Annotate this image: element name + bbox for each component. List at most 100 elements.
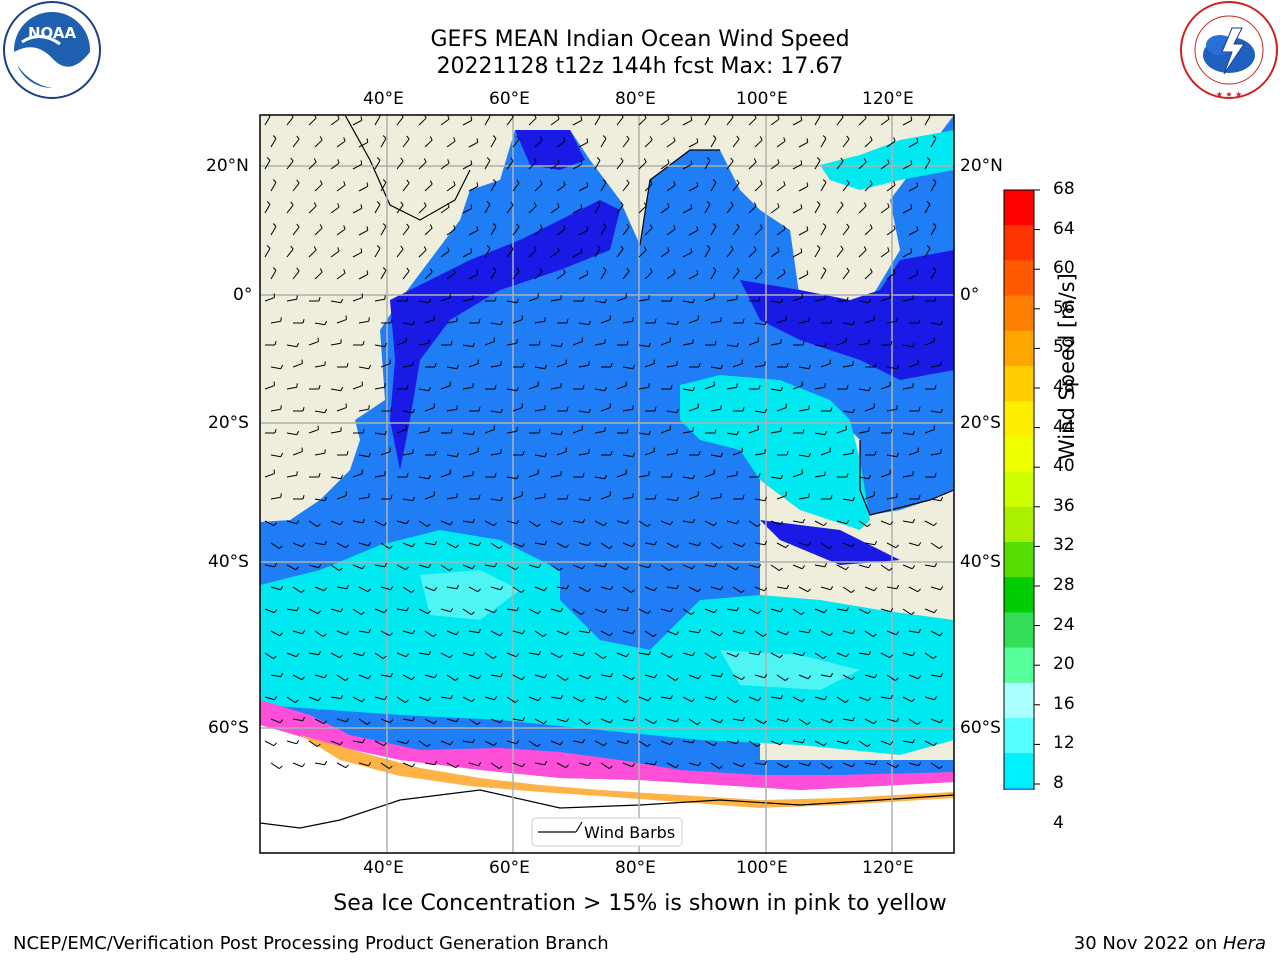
wind-barb [270,366,281,370]
wind-barb [798,630,809,634]
wind-barb-flag [632,452,636,457]
wind-barb [336,542,347,549]
wind-barb-flag [846,135,850,140]
wind-barb-flag [536,523,541,527]
wind-barb-flag [918,542,922,547]
wind-barb-flag [296,740,300,745]
wind-barb [270,182,277,192]
wind-barb-flag [383,522,387,527]
wind-barb-flag [538,341,541,346]
wind-barb-flag [830,319,833,324]
wind-barb [798,229,809,236]
wind-barb-flag [691,565,696,570]
wind-barb [858,430,869,434]
wind-barb-flag [324,540,328,545]
wind-barb [572,119,583,126]
wind-barb [726,696,736,704]
wind-barb [506,160,514,170]
wind-barb-flag [447,159,450,164]
wind-barb-flag [643,202,647,207]
wind-barb-flag [500,408,504,413]
wind-barb-flag [388,765,393,769]
wind-barb [814,740,825,747]
wind-barb [440,162,450,170]
wind-barb [402,762,413,768]
wind-barb-flag [676,408,680,413]
wind-barb [374,432,385,436]
wind-barb [638,386,649,390]
lat-label-right-20n: 20°N [960,156,1003,176]
wind-barb [314,183,323,192]
wind-barb [336,407,347,412]
noaa-logo-text: NOAA [28,24,77,42]
wind-barb-flag [406,135,410,140]
wind-barb-flag [566,584,570,589]
wind-barb [358,674,369,680]
wind-barb [814,204,821,214]
wind-barb [286,344,297,348]
wind-barb [770,430,781,434]
wind-barb [858,564,869,569]
wind-barb [512,407,523,412]
wind-barb-flag [890,429,893,434]
wind-barb [314,227,323,236]
wind-barb [292,138,300,148]
wind-barb [770,118,780,126]
wind-barb [732,674,743,681]
wind-barb [688,319,699,324]
wind-barb-flag [603,609,608,614]
wind-barb [880,206,890,214]
wind-barb [798,273,809,280]
wind-barb [726,652,737,658]
wind-barb-flag [533,202,537,207]
wind-barb [330,476,341,480]
wind-barb [858,520,868,528]
wind-barb [858,652,869,656]
wind-barb-flag [454,677,459,681]
wind-barb-flag [868,298,872,303]
wind-barb-flag [428,650,432,655]
wind-barb [374,298,385,302]
wind-barb-flag [626,520,630,525]
wind-barb [512,586,522,594]
wind-barb [286,474,297,478]
wind-barb [512,762,523,768]
wind-barb [490,410,501,414]
wind-barb [572,740,583,744]
wind-barb-flag [829,632,833,637]
colorbar-segment [1004,612,1034,649]
wind-barb-flag [896,452,900,457]
wind-barb-flag [816,245,821,249]
wind-barb-flag [472,430,476,435]
wind-barb-flag [730,201,734,206]
wind-barb [682,520,693,524]
wind-barb-flag [536,743,541,747]
wind-barb [814,116,821,126]
wind-barb [380,630,391,637]
wind-barb [270,630,281,637]
wind-barb-flag [476,182,479,187]
wind-barb-flag [344,677,349,681]
wind-barb-flag [376,245,381,249]
wind-barb [880,608,891,613]
wind-barb [424,674,435,679]
wind-barb-flag [608,545,613,549]
wind-barb-flag [559,654,563,659]
wind-barb [424,407,435,412]
wind-barb-flag [852,716,856,721]
wind-barb-flag [807,675,812,680]
wind-barb-flag [376,201,381,205]
wind-barb [402,410,413,414]
wind-barb-flag [493,742,497,747]
colorbar-tick-label: 36 [1053,495,1075,516]
wind-barb [556,140,566,148]
wind-barb [446,184,456,192]
wind-barb [572,696,583,703]
wind-barb-flag [786,363,789,368]
wind-barb [616,385,627,390]
wind-barb [330,430,341,434]
wind-barb [886,630,897,636]
wind-barb [902,474,913,478]
wind-barb-flag [889,654,893,659]
wind-barb [308,429,319,434]
